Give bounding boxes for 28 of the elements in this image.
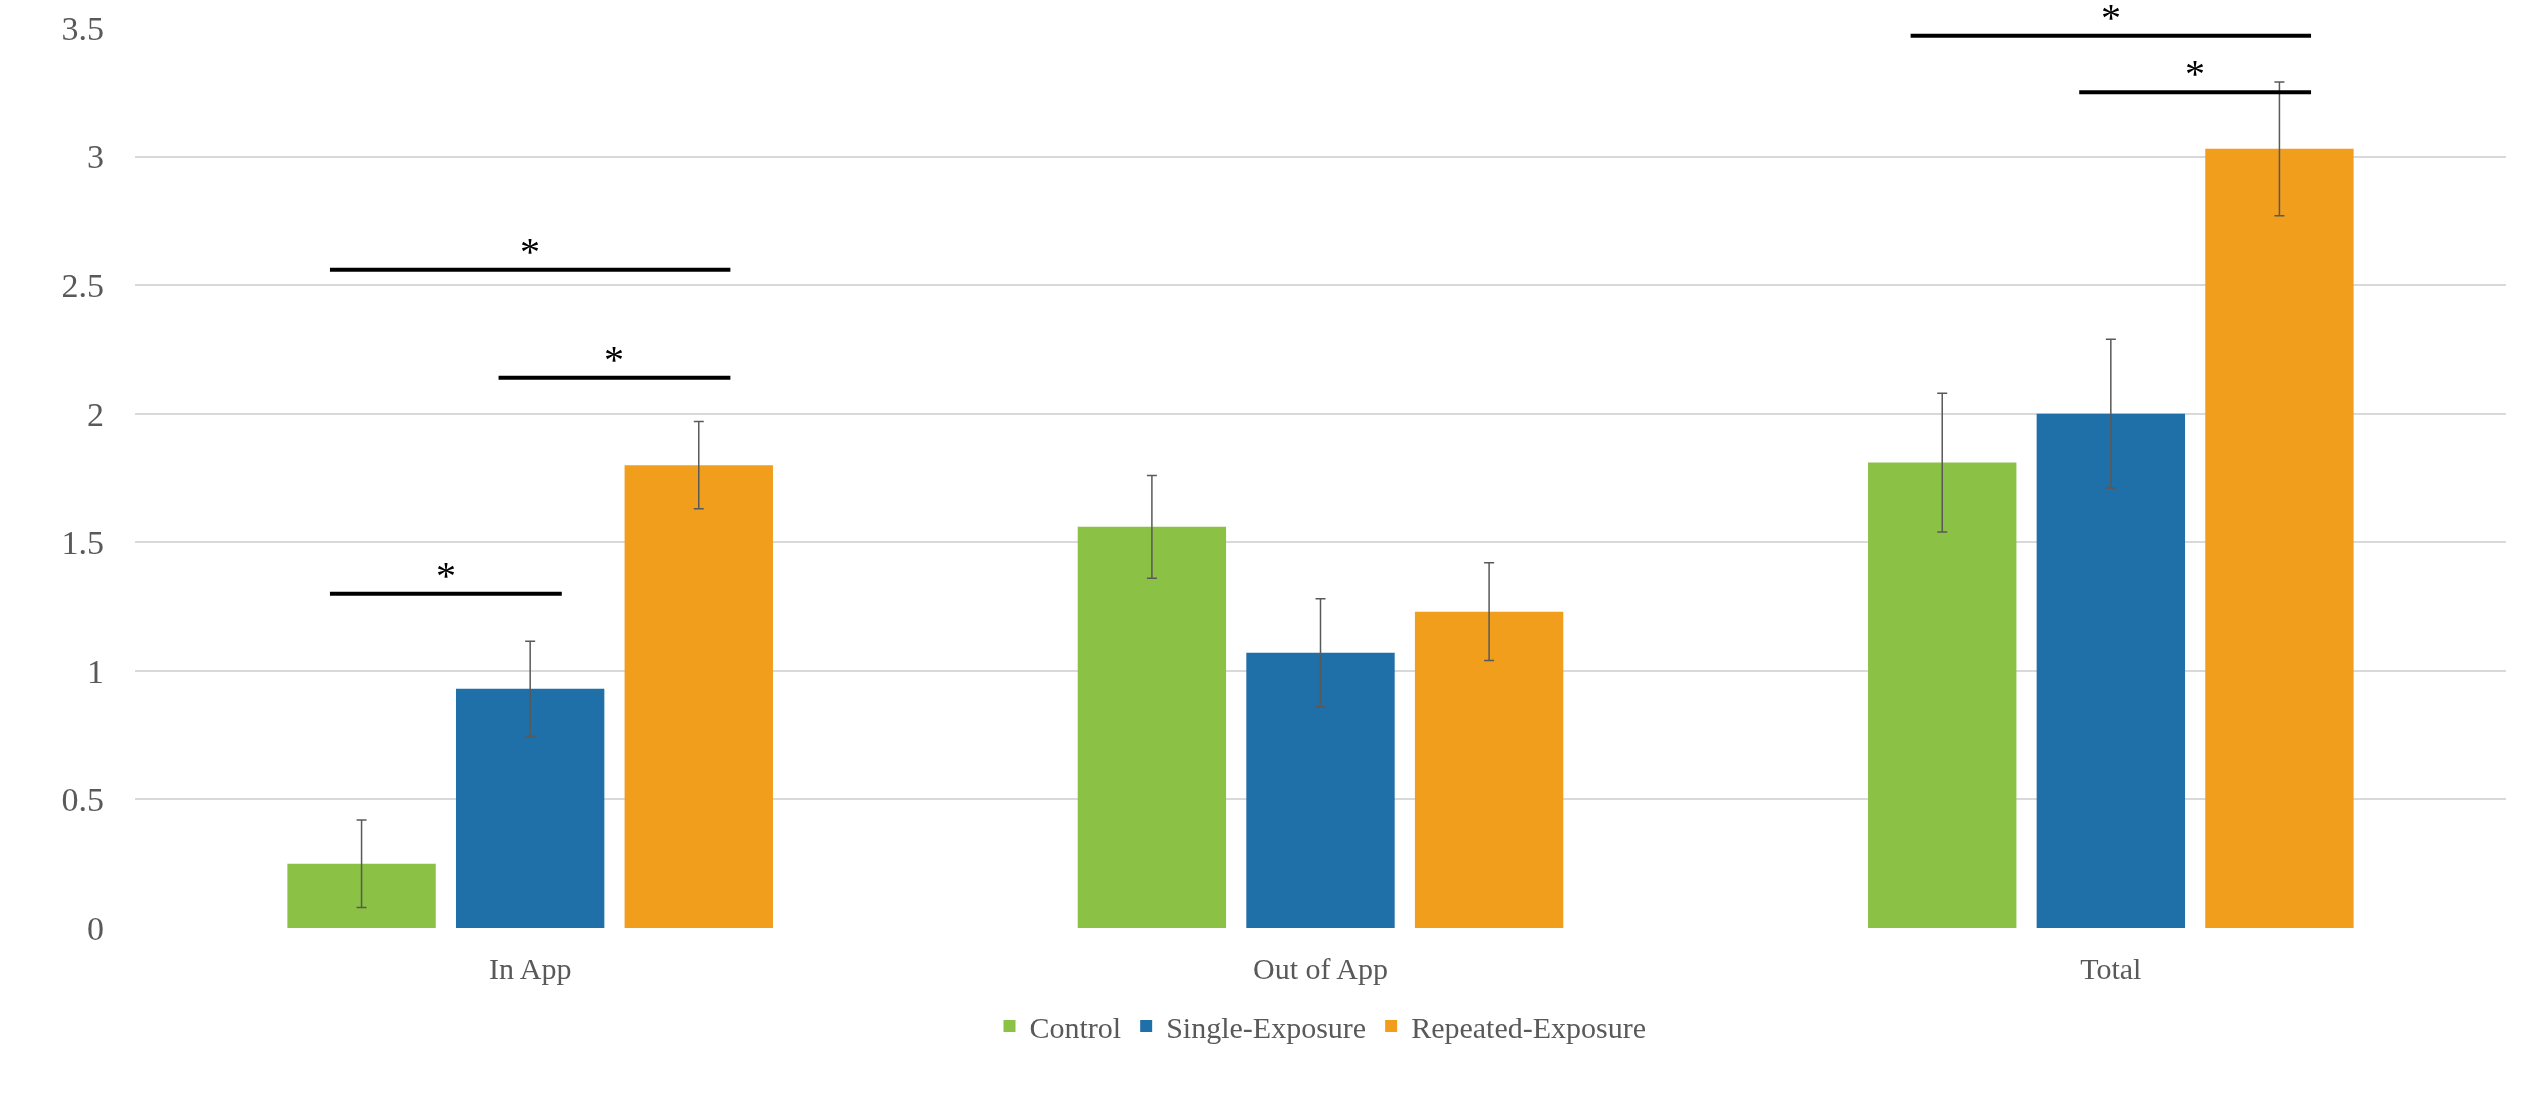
bar — [1077, 526, 1227, 928]
annotation: * — [2101, 0, 2121, 40]
bar — [2205, 148, 2354, 928]
annotation: * — [436, 553, 456, 598]
bar — [624, 465, 773, 928]
legend-label: Single-Exposure — [1166, 1010, 1367, 1044]
bar — [2036, 413, 2186, 928]
y-tick-label: 0 — [87, 909, 104, 947]
bar — [1246, 652, 1395, 928]
y-tick-label: 1.5 — [61, 524, 104, 562]
y-tick-label: 1 — [87, 652, 104, 690]
x-tick-label: Total — [2080, 952, 2142, 985]
y-tick-label: 0.5 — [61, 781, 104, 819]
x-tick-label: Out of App — [1253, 952, 1388, 985]
y-tick-label: 3 — [87, 138, 104, 176]
x-tick-label: In App — [488, 952, 572, 985]
bar — [1414, 611, 1564, 928]
bar — [287, 863, 436, 928]
legend-label: Control — [1029, 1010, 1122, 1044]
bar — [1868, 462, 2017, 928]
y-tick-label: 3.5 — [61, 9, 104, 47]
y-tick-label: 2 — [87, 395, 104, 433]
y-tick-label: 2.5 — [61, 267, 104, 305]
annotation: * — [604, 337, 624, 382]
annotation: * — [520, 229, 540, 274]
legend-label: Repeated-Exposure — [1411, 1010, 1647, 1044]
annotation: * — [2185, 51, 2205, 96]
bar — [455, 688, 605, 928]
